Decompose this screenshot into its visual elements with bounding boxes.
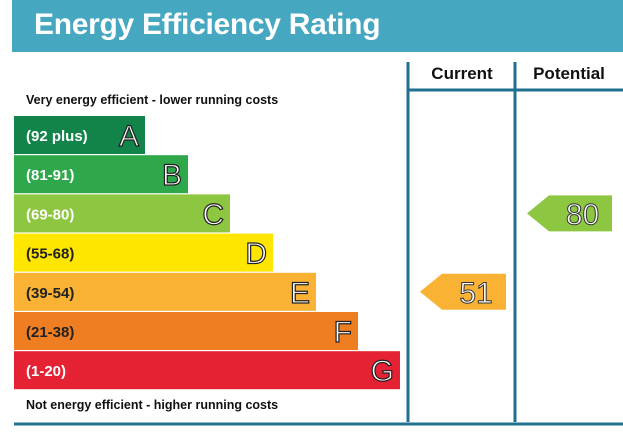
bottom-label: Not energy efficient - higher running co…	[26, 398, 279, 412]
potential-rating-arrow	[527, 195, 612, 232]
band-range-g: (1-20)	[26, 363, 66, 380]
band-bar-d	[14, 233, 273, 272]
band-letter-c: C	[202, 198, 224, 231]
band-letter-e: E	[290, 277, 310, 310]
band-bar-g	[14, 351, 400, 390]
band-range-e: (39-54)	[26, 285, 74, 302]
band-letter-a: A	[119, 120, 139, 153]
band-bar-b	[14, 155, 188, 194]
potential-column-header: Potential	[533, 64, 605, 83]
title-bar: Energy Efficiency Rating	[12, 0, 623, 52]
band-bar-a	[14, 116, 145, 154]
potential-rating-value: 80	[566, 198, 599, 231]
band-range-f: (21-38)	[26, 324, 74, 341]
current-rating-value: 51	[459, 277, 492, 310]
band-range-d: (55-68)	[26, 246, 74, 263]
band-letter-g: G	[371, 355, 394, 388]
band-bar-e	[14, 272, 316, 311]
current-column-header: Current	[431, 64, 493, 83]
chart-title: Energy Efficiency Rating	[34, 8, 381, 41]
top-label: Very energy efficient - lower running co…	[26, 93, 279, 107]
band-letter-f: F	[334, 316, 352, 349]
band-letter-d: D	[245, 238, 267, 271]
band-range-c: (69-80)	[26, 206, 74, 223]
band-letter-b: B	[162, 159, 182, 192]
band-bar-c	[14, 194, 230, 233]
band-range-b: (81-91)	[26, 167, 74, 184]
current-rating-arrow	[420, 273, 506, 310]
band-bar-f	[14, 312, 358, 350]
band-range-a: (92 plus)	[26, 128, 88, 145]
